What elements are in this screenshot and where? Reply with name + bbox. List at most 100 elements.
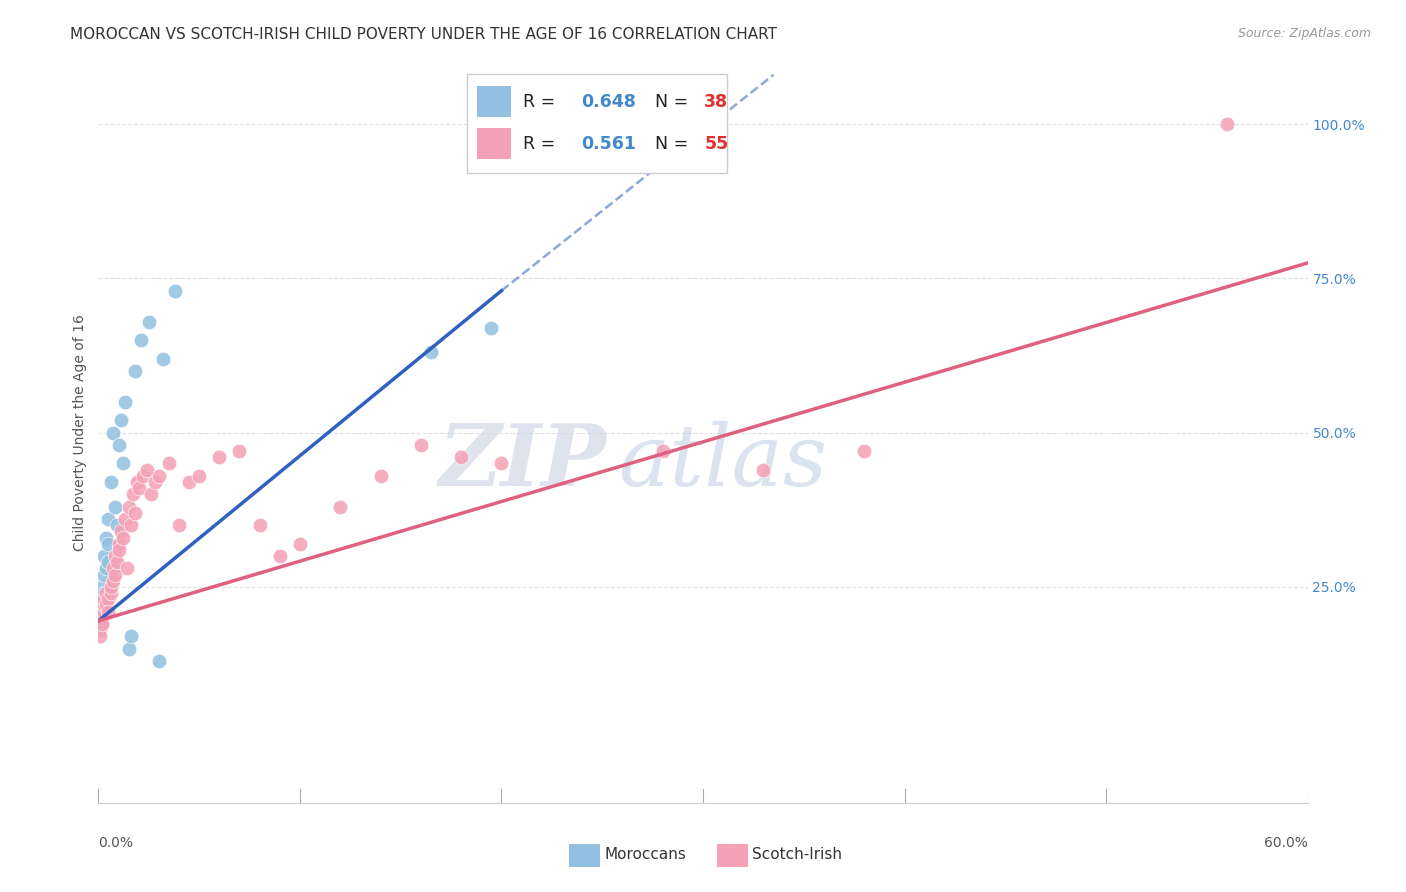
Text: MOROCCAN VS SCOTCH-IRISH CHILD POVERTY UNDER THE AGE OF 16 CORRELATION CHART: MOROCCAN VS SCOTCH-IRISH CHILD POVERTY U… [70, 27, 778, 42]
Point [118, 500, 141, 514]
FancyBboxPatch shape [477, 87, 510, 117]
Point [96, 531, 118, 545]
Point [101, 574, 124, 588]
Point [188, 468, 211, 483]
Point [97, 536, 120, 550]
Point [124, 364, 146, 378]
Point [152, 351, 174, 366]
Point [228, 444, 250, 458]
Text: 0.0%: 0.0% [98, 836, 134, 850]
Point [101, 425, 124, 440]
Point [96, 599, 118, 613]
Point [103, 500, 125, 514]
Point [157, 457, 180, 471]
Text: 60.0%: 60.0% [1264, 836, 1308, 850]
Point [89, 599, 111, 613]
Point [100, 586, 122, 600]
Point [651, 444, 673, 458]
Point [103, 567, 125, 582]
Point [91, 616, 114, 631]
Point [853, 444, 876, 458]
Point [91, 616, 114, 631]
Point [118, 641, 141, 656]
Point [114, 512, 136, 526]
Point [132, 468, 155, 483]
Point [96, 561, 118, 575]
Text: atlas: atlas [619, 421, 828, 504]
Text: Source: ZipAtlas.com: Source: ZipAtlas.com [1237, 27, 1371, 40]
Text: 55: 55 [704, 135, 728, 153]
Point [114, 394, 136, 409]
Point [97, 512, 120, 526]
Text: R =: R = [523, 93, 561, 111]
Point [450, 450, 472, 465]
Point [135, 462, 157, 476]
Point [111, 457, 134, 471]
Point [93, 599, 115, 613]
Point [120, 518, 142, 533]
Point [143, 475, 166, 489]
Text: N =: N = [644, 93, 693, 111]
Point [103, 549, 125, 563]
Point [97, 592, 120, 607]
Point [115, 561, 138, 575]
Point [249, 518, 271, 533]
Point [111, 531, 134, 545]
Point [89, 611, 111, 625]
Point [138, 315, 160, 329]
Point [89, 605, 111, 619]
Point [163, 284, 186, 298]
Point [93, 567, 115, 582]
Point [101, 561, 124, 575]
Point [409, 438, 432, 452]
Point [93, 592, 115, 607]
Point [124, 506, 146, 520]
Point [179, 475, 201, 489]
Point [370, 468, 392, 483]
Point [91, 611, 114, 625]
Point [481, 320, 503, 334]
Text: 38: 38 [704, 93, 728, 111]
Point [148, 468, 170, 483]
Point [139, 487, 162, 501]
Point [148, 654, 170, 668]
Point [91, 605, 114, 619]
Point [269, 549, 291, 563]
Point [100, 580, 122, 594]
Text: N =: N = [644, 135, 693, 153]
Point [107, 536, 129, 550]
Point [491, 457, 513, 471]
Point [167, 518, 190, 533]
Point [121, 487, 143, 501]
Point [107, 438, 129, 452]
Point [91, 611, 114, 625]
Point [100, 475, 122, 489]
Point [1216, 117, 1239, 131]
Point [329, 500, 352, 514]
Point [89, 629, 111, 643]
Text: Moroccans: Moroccans [605, 847, 686, 862]
Text: 0.648: 0.648 [581, 93, 636, 111]
Point [110, 524, 132, 539]
Point [288, 536, 311, 550]
Point [129, 333, 152, 347]
Point [89, 623, 111, 637]
FancyBboxPatch shape [477, 128, 510, 160]
Point [96, 586, 118, 600]
Point [93, 549, 115, 563]
Point [107, 542, 129, 557]
Point [89, 623, 111, 637]
Point [89, 616, 111, 631]
Text: R =: R = [523, 135, 561, 153]
Point [97, 605, 120, 619]
Text: ZIP: ZIP [439, 420, 606, 504]
Point [120, 629, 142, 643]
Point [105, 555, 128, 569]
Point [97, 555, 120, 569]
Text: 0.561: 0.561 [581, 135, 636, 153]
Point [752, 462, 775, 476]
Text: Scotch-Irish: Scotch-Irish [752, 847, 842, 862]
Point [125, 475, 148, 489]
Point [420, 345, 443, 359]
Point [93, 605, 115, 619]
